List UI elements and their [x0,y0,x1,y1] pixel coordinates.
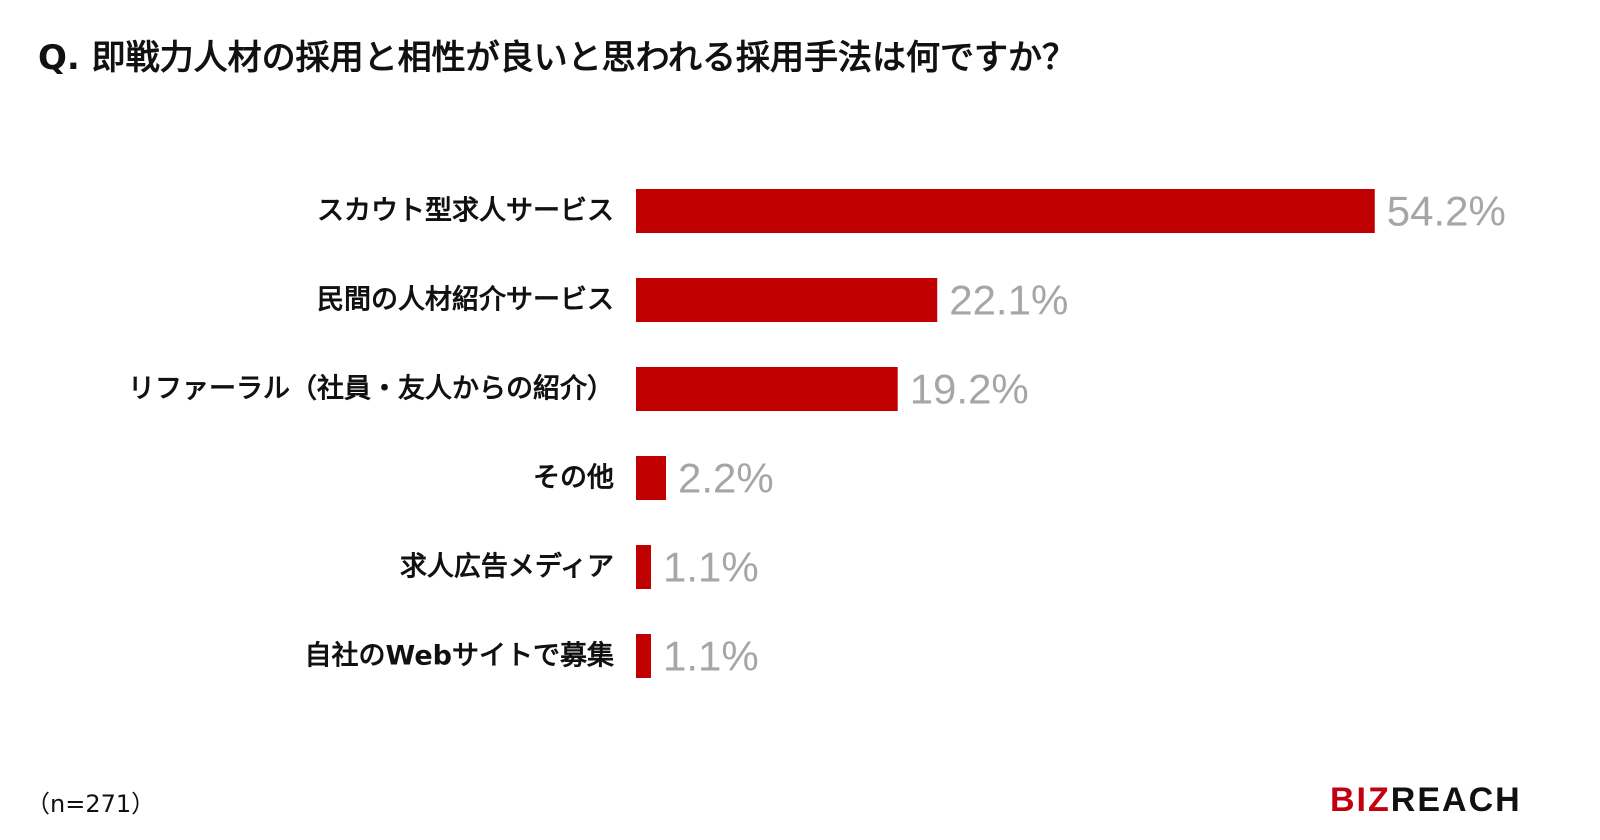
value-label: 22.1% [949,277,1068,324]
logo-rest-text: REACH [1390,780,1522,819]
category-label: その他 [533,463,614,494]
bar [636,189,1375,233]
bar [636,634,651,678]
category-label: リファーラル（社員・友人からの紹介） [128,373,614,405]
category-label: スカウト型求人サービス [317,196,614,227]
bar [636,367,898,411]
bar-chart: スカウト型求人サービス 54.2% 民間の人材紹介サービス 22.1% リファーラル（社… [128,188,1506,680]
value-label: 1.1% [663,544,759,591]
bizreach-logo: BIZ REACH [1330,780,1522,820]
value-label: 54.2% [1387,188,1506,235]
value-label: 1.1% [663,633,759,680]
bar [636,456,666,500]
bar [636,545,651,589]
logo-brand-text: BIZ [1330,780,1391,819]
category-label: 求人広告メディア [400,551,614,583]
category-label: 民間の人材紹介サービス [317,284,614,316]
category-label: 自社のWebサイトで募集 [305,640,615,672]
value-label: 2.2% [678,455,774,502]
sample-size-note: （n=271） [26,790,156,818]
value-label: 19.2% [910,366,1029,413]
chart-title: Q. 即戦力人材の採用と相性が良いと思われる採用手法は何ですか？ [38,38,1076,78]
bar [636,278,938,322]
